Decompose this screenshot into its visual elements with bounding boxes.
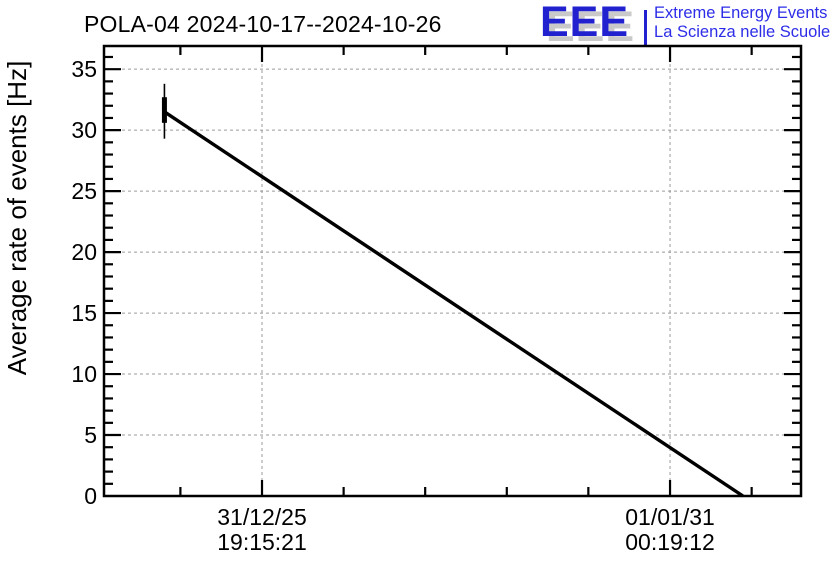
y-axis-title: Average rate of events [Hz] [2,61,32,376]
y-tick-label: 10 [71,361,97,387]
x-tick-label-time: 19:15:21 [217,529,307,555]
eee-logo: EEE Extreme Energy Events La Scienza nel… [540,1,830,46]
y-tick-label: 20 [71,239,97,265]
y-tick-label: 5 [84,422,97,448]
data-line [163,110,744,498]
x-tick-label-date: 31/12/25 [217,504,307,530]
x-tick-label-time: 00:19:12 [625,529,715,555]
logo-tagline-line2: La Scienza nelle Scuole [654,22,831,41]
axis-frame [102,44,803,498]
plot-title: POLA-04 2024-10-17--2024-10-26 [84,11,442,37]
logo-tagline-line1: Extreme Energy Events [654,4,828,22]
y-tick-label: 30 [71,117,97,143]
y-tick-label: 25 [71,178,97,204]
x-tick-label-date: 01/01/31 [625,504,715,530]
logo-divider [644,10,648,46]
y-tick-label: 15 [71,300,97,326]
y-tick-label: 35 [71,56,97,82]
y-tick-label: 0 [84,483,97,509]
eee-logo-acronym: EEE [540,0,630,46]
logo-tagline: Extreme Energy Events La Scienza nelle S… [654,4,830,41]
